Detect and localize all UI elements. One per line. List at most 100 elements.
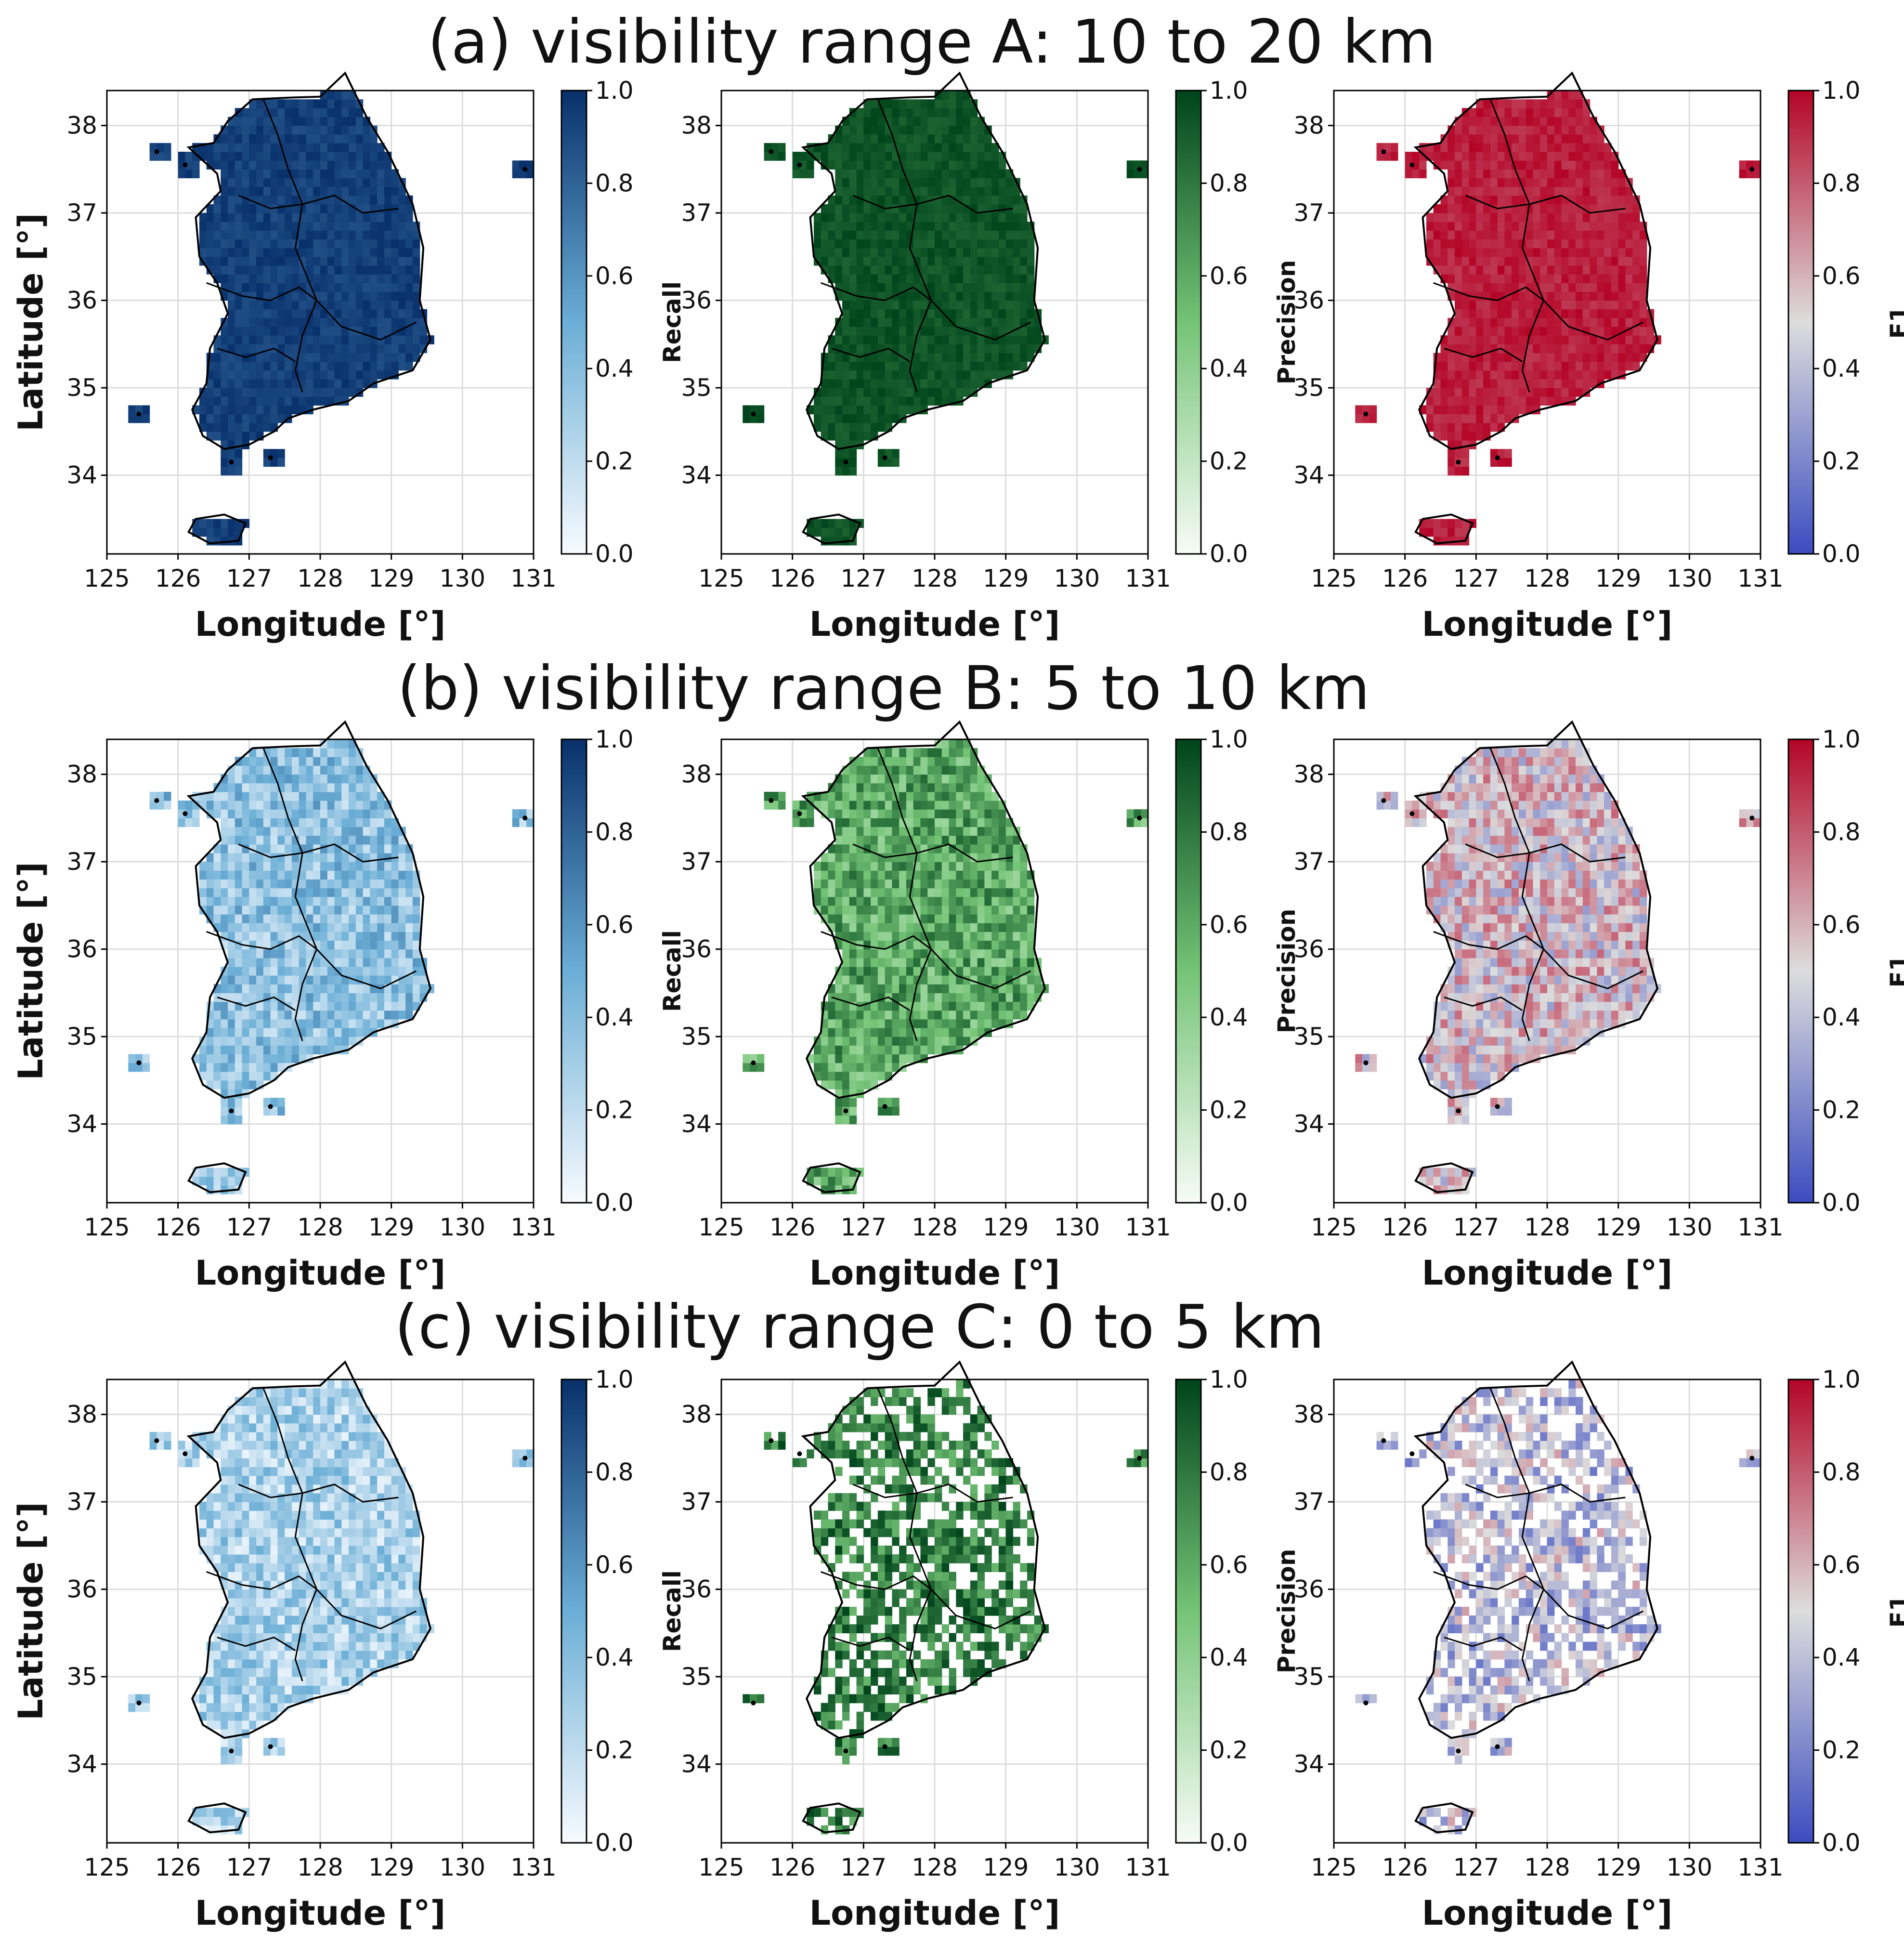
heatmap-cell bbox=[863, 186, 871, 196]
heatmap-cell bbox=[384, 888, 392, 897]
heatmap-cell bbox=[1540, 265, 1548, 275]
heatmap-cell bbox=[984, 186, 992, 196]
heatmap-cell bbox=[1497, 449, 1505, 458]
heatmap-cell bbox=[828, 809, 835, 818]
heatmap-cell bbox=[270, 748, 278, 757]
heatmap-cell bbox=[899, 274, 907, 283]
heatmap-cell bbox=[1576, 291, 1583, 301]
heatmap-cell bbox=[327, 353, 335, 362]
heatmap-cell bbox=[913, 230, 921, 240]
heatmap-cell bbox=[1561, 169, 1569, 179]
heatmap-cell bbox=[1561, 361, 1569, 371]
heatmap-cell bbox=[221, 274, 228, 283]
heatmap-cell bbox=[899, 379, 907, 388]
heatmap-cell bbox=[1540, 388, 1548, 397]
heatmap-cell bbox=[320, 152, 328, 161]
heatmap-cell bbox=[927, 178, 935, 187]
heatmap-cell bbox=[1753, 160, 1761, 170]
heatmap-cell bbox=[355, 335, 364, 344]
heatmap-cell bbox=[899, 125, 907, 135]
heatmap-cell bbox=[863, 327, 871, 336]
heatmap-cell bbox=[963, 370, 971, 380]
heatmap-cell bbox=[1533, 99, 1540, 108]
heatmap-cell bbox=[334, 896, 342, 906]
heatmap-cell bbox=[341, 300, 349, 310]
heatmap-cell bbox=[871, 896, 878, 906]
heatmap-cell bbox=[263, 1063, 271, 1072]
heatmap-cell bbox=[178, 818, 186, 827]
heatmap-cell bbox=[213, 405, 221, 415]
heatmap-cell bbox=[1540, 248, 1548, 257]
heatmap-cell bbox=[1504, 449, 1512, 458]
heatmap-cell bbox=[1625, 213, 1633, 222]
heatmap-cell bbox=[405, 888, 413, 897]
heatmap-cell bbox=[1590, 379, 1597, 388]
heatmap-cell bbox=[363, 791, 370, 801]
heatmap-cell bbox=[1533, 379, 1540, 388]
heatmap-cell bbox=[285, 888, 292, 897]
heatmap-cell bbox=[877, 283, 886, 292]
heatmap-cell bbox=[228, 1098, 235, 1107]
heatmap-cell bbox=[221, 870, 228, 880]
heatmap-cell bbox=[1020, 256, 1028, 266]
heatmap-cell bbox=[1568, 213, 1576, 222]
heatmap-cell bbox=[334, 117, 342, 126]
heatmap-cell bbox=[242, 143, 249, 152]
heatmap-cell bbox=[285, 827, 292, 836]
heatmap-cell bbox=[1461, 125, 1470, 135]
island-marker bbox=[268, 455, 273, 460]
heatmap-cell bbox=[871, 309, 878, 318]
heatmap-cell bbox=[313, 1045, 321, 1055]
heatmap-cell bbox=[949, 222, 956, 231]
heatmap-cell bbox=[885, 152, 892, 161]
heatmap-cell bbox=[1526, 169, 1534, 179]
heatmap-cell bbox=[320, 835, 328, 845]
heatmap-cell bbox=[941, 152, 950, 161]
heatmap-cell bbox=[391, 1010, 399, 1020]
heatmap-cell bbox=[1483, 414, 1491, 423]
heatmap-cell bbox=[349, 932, 356, 941]
heatmap-cell bbox=[935, 213, 942, 222]
heatmap-cell bbox=[1448, 160, 1455, 170]
heatmap-cell bbox=[313, 178, 321, 187]
heatmap-cell bbox=[277, 818, 285, 827]
heatmap-cell bbox=[306, 204, 313, 213]
heatmap-cell bbox=[849, 1089, 857, 1098]
heatmap-cell bbox=[235, 879, 243, 889]
province-border bbox=[316, 948, 417, 989]
heatmap-cell bbox=[842, 405, 850, 415]
heatmap-cell bbox=[1504, 222, 1512, 231]
colorbar-tick-label: 0.2 bbox=[1822, 447, 1861, 475]
heatmap-cell bbox=[320, 801, 328, 810]
heatmap-cell bbox=[835, 809, 843, 818]
heatmap-cell bbox=[956, 291, 964, 301]
heatmap-cell bbox=[334, 940, 342, 950]
heatmap-cell bbox=[206, 213, 214, 222]
heatmap-cell bbox=[256, 914, 264, 923]
heatmap-cell bbox=[1582, 117, 1591, 126]
heatmap-cell bbox=[863, 309, 871, 318]
heatmap-cell bbox=[334, 291, 342, 301]
heatmap-cell bbox=[1533, 388, 1540, 397]
heatmap-cell bbox=[249, 809, 257, 818]
heatmap-cell bbox=[1504, 169, 1512, 179]
heatmap-cell bbox=[1554, 327, 1562, 336]
heatmap-cell bbox=[306, 905, 313, 915]
heatmap-cell bbox=[228, 862, 235, 871]
heatmap-cell bbox=[1013, 239, 1020, 249]
heatmap-cell bbox=[377, 966, 385, 976]
heatmap-cell bbox=[341, 248, 349, 257]
heatmap-cell bbox=[291, 379, 300, 388]
heatmap-cell bbox=[327, 327, 335, 336]
heatmap-cell bbox=[412, 879, 420, 889]
heatmap-cell bbox=[334, 801, 342, 810]
heatmap-cell bbox=[1597, 361, 1604, 371]
heatmap-cell bbox=[835, 1054, 843, 1063]
heatmap-cell bbox=[291, 317, 300, 327]
heatmap-cell bbox=[221, 160, 228, 170]
heatmap-cell bbox=[320, 117, 328, 126]
heatmap-cell bbox=[391, 335, 399, 344]
heatmap-cell bbox=[398, 844, 406, 853]
heatmap-cell bbox=[821, 1063, 829, 1072]
heatmap-cell bbox=[977, 230, 985, 240]
